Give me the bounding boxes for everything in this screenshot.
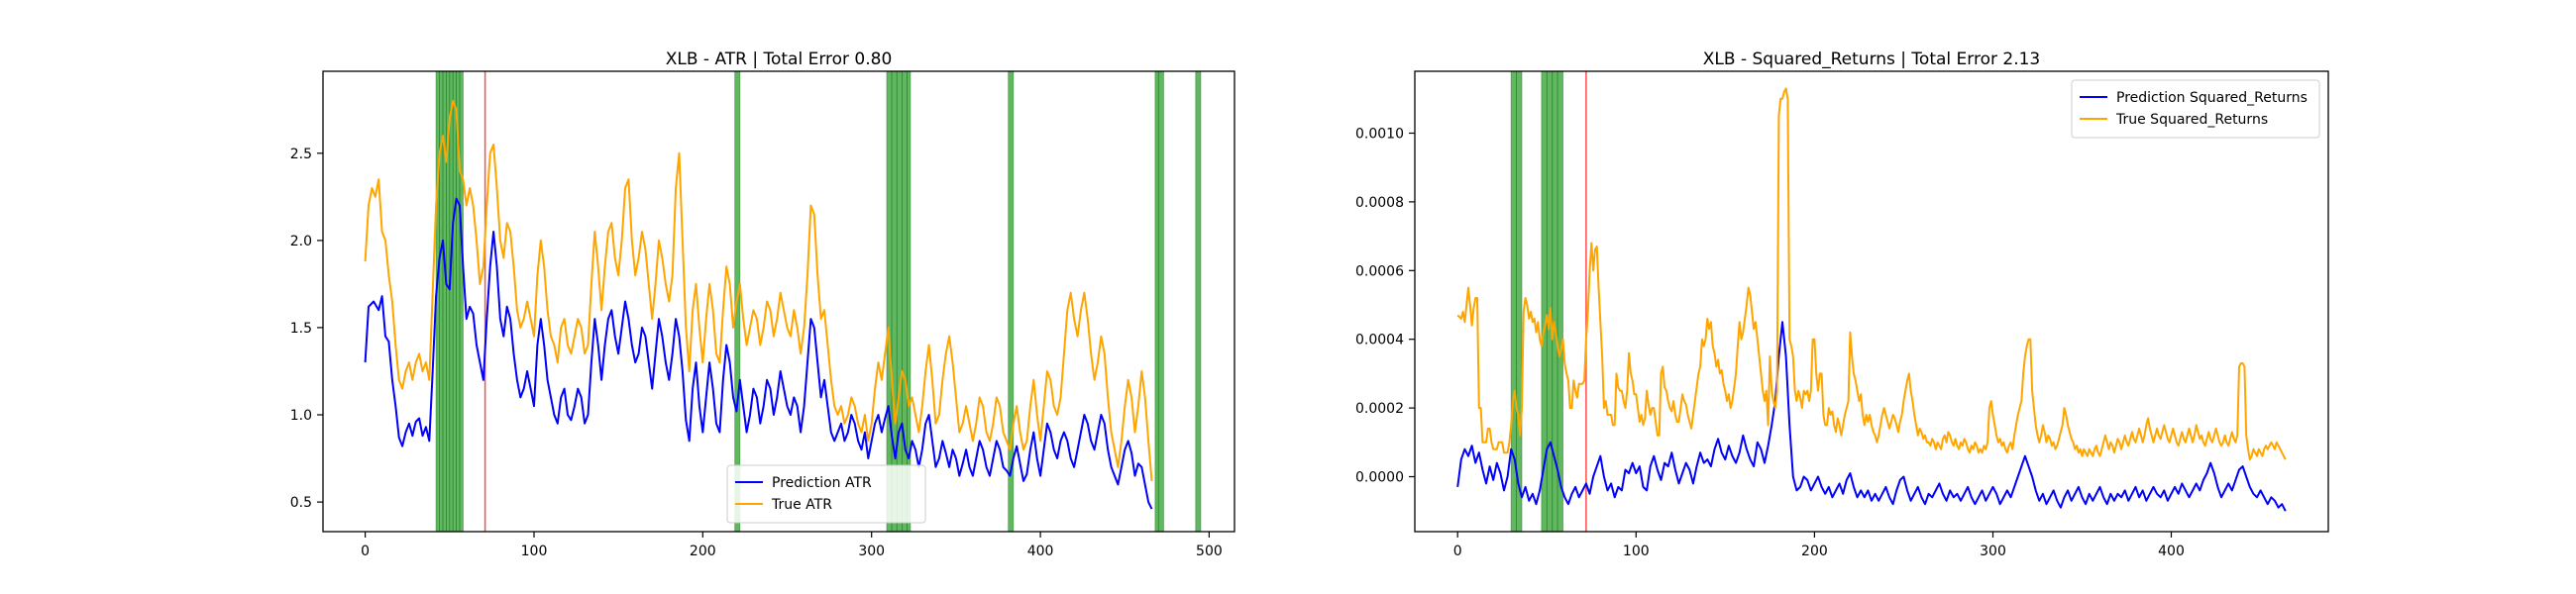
squared-returns-x-axis: 0 100 200 300 400 xyxy=(1453,532,2185,559)
squared-returns-axes-frame xyxy=(1414,70,2329,533)
squared-returns-legend: Prediction Squared_Returns True Squared_R… xyxy=(2071,79,2320,139)
atr-axes-frame xyxy=(322,70,1235,533)
atr-legend-label: True ATR xyxy=(771,497,832,513)
squared-returns-legend-label: Prediction Squared_Returns xyxy=(2116,90,2308,106)
squared-returns-series-line-prediction xyxy=(1456,321,2287,512)
atr-highlight-region xyxy=(891,70,898,533)
atr-plot-title: XLB - ATR | Total Error 0.80 xyxy=(666,50,893,69)
atr-series-line-prediction xyxy=(364,197,1153,510)
atr-x-tick-label: 100 xyxy=(521,544,548,559)
atr-y-tick-label: 1.5 xyxy=(290,321,312,337)
squared-returns-series xyxy=(1456,87,2287,512)
atr-highlight-region xyxy=(886,70,893,533)
atr-highlight-region xyxy=(907,70,912,533)
squared-returns-y-tick-label: 0.0008 xyxy=(1355,195,1404,211)
atr-highlight-region xyxy=(459,70,464,533)
atr-legend-label: Prediction ATR xyxy=(772,475,872,491)
squared-returns-series-line-true xyxy=(1456,87,2287,461)
atr-series-line-true xyxy=(364,99,1153,481)
atr-highlight-region xyxy=(449,70,454,533)
atr-highlight-region xyxy=(902,70,908,533)
squared-returns-plot: XLB - Squared_Returns | Total Error 2.13… xyxy=(1355,50,2329,559)
atr-y-tick-label: 1.0 xyxy=(290,408,312,424)
atr-x-tick-label: 400 xyxy=(1027,544,1054,559)
squared-returns-y-tick-label: 0.0006 xyxy=(1355,263,1404,279)
atr-x-tick-label: 0 xyxy=(361,544,370,559)
squared-returns-x-tick-label: 300 xyxy=(1980,544,2006,559)
atr-plot-frame xyxy=(322,70,1235,533)
atr-x-tick-label: 500 xyxy=(1196,544,1223,559)
atr-y-tick-label: 0.5 xyxy=(290,495,312,511)
squared-returns-y-axis: 0.0000 0.0002 0.0004 0.0006 0.0008 0.0010 xyxy=(1355,127,1415,486)
squared-returns-plot-frame xyxy=(1414,70,2329,533)
squared-returns-x-tick-label: 100 xyxy=(1623,544,1650,559)
squared-returns-highlight-region xyxy=(1546,70,1554,533)
atr-highlight-region xyxy=(1154,70,1159,533)
squared-returns-legend-box xyxy=(2071,79,2320,139)
atr-legend-box xyxy=(726,464,926,524)
atr-x-tick-label: 200 xyxy=(690,544,716,559)
squared-returns-y-tick-label: 0.0010 xyxy=(1355,127,1404,143)
squared-returns-plot-title: XLB - Squared_Returns | Total Error 2.13 xyxy=(1703,50,2040,69)
squared-returns-y-tick-label: 0.0002 xyxy=(1355,401,1404,417)
atr-series xyxy=(364,99,1153,510)
squared-returns-x-tick-label: 200 xyxy=(1801,544,1828,559)
atr-y-tick-label: 2.0 xyxy=(290,234,312,249)
atr-x-tick-label: 300 xyxy=(858,544,885,559)
atr-y-tick-label: 2.5 xyxy=(290,147,312,162)
squared-returns-highlight-region xyxy=(1516,70,1523,533)
atr-y-axis: 0.5 1.0 1.5 2.0 2.5 xyxy=(290,147,323,511)
squared-returns-legend-label: True Squared_Returns xyxy=(2115,112,2268,128)
atr-legend: Prediction ATR True ATR xyxy=(726,464,926,524)
squared-returns-y-tick-label: 0.0004 xyxy=(1355,333,1404,348)
atr-highlight-region xyxy=(452,70,458,533)
squared-returns-highlight-region xyxy=(1556,70,1563,533)
squared-returns-x-tick-label: 0 xyxy=(1453,544,1462,559)
squared-returns-y-tick-label: 0.0000 xyxy=(1355,470,1404,486)
atr-plot: XLB - ATR | Total Error 0.80 0 100 200 300 4… xyxy=(290,50,1235,559)
atr-highlight-region xyxy=(1195,70,1202,533)
atr-highlight-region xyxy=(896,70,903,533)
squared-returns-x-tick-label: 400 xyxy=(2158,544,2185,559)
atr-x-axis: 0 100 200 300 400 500 xyxy=(361,532,1223,559)
atr-highlight-region xyxy=(1157,70,1164,533)
